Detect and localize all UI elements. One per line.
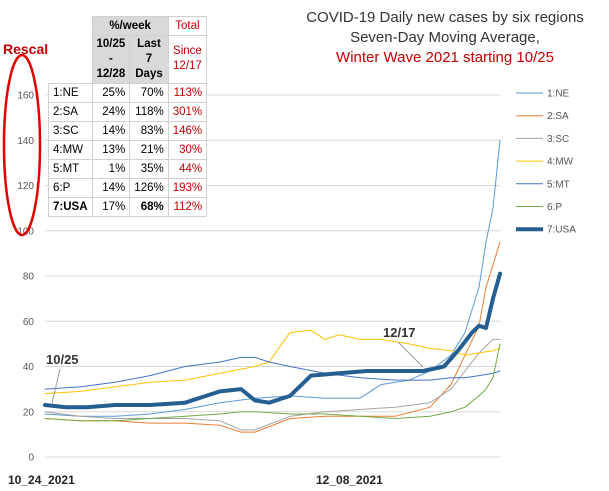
sub-since-date: 12/17 — [173, 60, 202, 73]
table-row: 4:MW 13% 21% 30% — [48, 139, 208, 160]
y-tick-label: 80 — [23, 272, 35, 283]
since-cell: 112% — [167, 196, 208, 217]
y-tick-label: 120 — [17, 181, 34, 192]
y-tick-label: 0 — [28, 453, 34, 464]
x-category-label: 10_24_2021 — [8, 473, 75, 487]
legend: 1:NE 2:SA 3:SC 4:MW 5:MT 6:P 7:USA — [516, 89, 576, 236]
series-line — [44, 329, 501, 395]
since-cell: 146% — [167, 120, 208, 141]
last7-cell: 70% — [129, 82, 169, 103]
legend-label: 7:USA — [547, 225, 576, 236]
rescaled-ellipse — [2, 53, 42, 237]
legend-label: 2:SA — [547, 111, 569, 122]
legend-label: 5:MT — [547, 179, 570, 190]
annotation-label: 10/25 — [46, 352, 79, 367]
annotation-pointer — [397, 341, 424, 368]
x-category-labels: 10_24_2021 12_08_2021 — [8, 473, 383, 487]
region-cell: 6:P — [48, 177, 93, 198]
table-row: 7:USA 17% 68% 112% — [48, 196, 208, 217]
series-line — [44, 356, 501, 390]
week-cell: 1% — [91, 158, 131, 179]
legend-label: 6:P — [547, 202, 562, 213]
title-line-3: Winter Wave 2021 starting 10/25 — [336, 49, 554, 66]
header-total: Total — [167, 16, 208, 36]
sub-range-start: 10/25 — [96, 38, 126, 50]
last7-cell: 35% — [129, 158, 169, 179]
region-cell: 5:MT — [48, 158, 93, 179]
week-cell: 25% — [91, 82, 131, 103]
series-line — [44, 139, 501, 417]
table-row: 2:SA 24% 118% 301% — [48, 101, 208, 122]
legend-label: 4:MW — [547, 157, 574, 168]
legend-label: 3:SC — [547, 134, 569, 145]
week-cell: 13% — [91, 139, 131, 160]
sub-range-end: 12/28 — [96, 67, 126, 80]
last7-cell: 118% — [129, 101, 169, 122]
title-line-1: COVID-19 Daily new cases by six regions — [306, 9, 584, 26]
region-cell: 4:MW — [48, 139, 93, 160]
table-row: 1:NE 25% 70% 113% — [48, 82, 208, 103]
since-cell: 113% — [167, 82, 208, 103]
since-cell: 44% — [167, 158, 208, 179]
sub-last-1: Last — [137, 38, 161, 50]
table-row: 5:MT 1% 35% 44% — [48, 158, 208, 179]
y-tick-label: 40 — [23, 362, 35, 373]
region-cell: 7:USA — [48, 196, 93, 217]
week-cell: 14% — [91, 177, 131, 198]
sub-last-2: 7 — [145, 52, 153, 65]
series-lines — [43, 139, 502, 433]
y-tick-label: 20 — [23, 407, 35, 418]
week-cell: 24% — [91, 101, 131, 122]
region-cell: 2:SA — [48, 101, 93, 122]
table-row: 6:P 14% 126% 193% — [48, 177, 208, 198]
sub-since: Since — [173, 45, 202, 58]
stats-table: %/week Total 10/25 - 12/28 Last 7 Days S… — [48, 16, 208, 217]
annotations: 10/25 12/17 — [46, 325, 424, 404]
sub-last-3: Days — [135, 67, 163, 80]
last7-cell: 21% — [129, 139, 169, 160]
title-line-2: Seven-Day Moving Average, — [350, 29, 540, 46]
y-tick-label: 60 — [23, 317, 35, 328]
series-line — [43, 271, 502, 410]
series-line — [44, 343, 501, 422]
y-tick-label: 140 — [17, 136, 34, 147]
region-cell: 1:NE — [48, 82, 93, 103]
region-cell: 3:SC — [48, 120, 93, 141]
legend-label: 1:NE — [547, 89, 570, 100]
x-category-label: 12_08_2021 — [316, 473, 383, 487]
last7-cell: 126% — [129, 177, 169, 198]
sub-range-dash: - — [108, 52, 113, 65]
annotation-label: 12/17 — [383, 325, 416, 340]
last7-cell: 83% — [129, 120, 169, 141]
week-cell: 14% — [91, 120, 131, 141]
y-tick-label: 160 — [17, 91, 34, 102]
week-cell: 17% — [91, 196, 131, 217]
annotation-pointer — [51, 368, 61, 404]
table-row: 3:SC 14% 83% 146% — [48, 120, 208, 141]
since-cell: 30% — [167, 139, 208, 160]
since-cell: 301% — [167, 101, 208, 122]
last7-cell: 68% — [129, 196, 169, 217]
header-week: %/week — [91, 16, 169, 36]
since-cell: 193% — [167, 177, 208, 198]
